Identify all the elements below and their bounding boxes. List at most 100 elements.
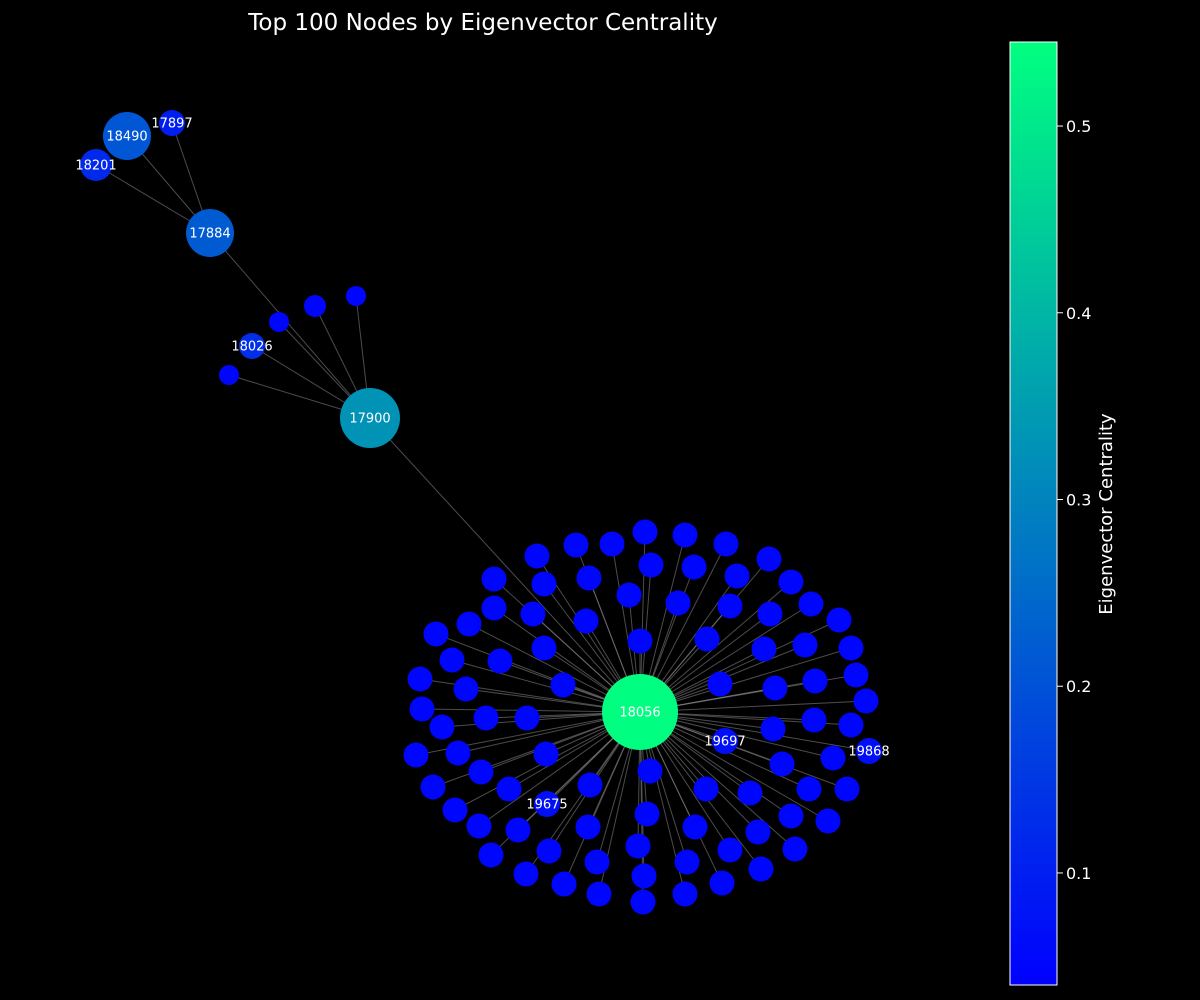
- node-minor: [481, 566, 507, 592]
- node-minor: [632, 519, 658, 545]
- node-label-17897: 17897: [151, 117, 192, 132]
- node-minor: [304, 295, 326, 317]
- label-layer: 18056 17900 17884 18490 17897 18201 18026 19697…: [75, 117, 889, 813]
- node-18201: [80, 149, 112, 181]
- node-minor: [577, 772, 603, 798]
- node-17900: [340, 388, 400, 448]
- node-18056: [602, 674, 678, 750]
- node-minor: [792, 632, 818, 658]
- node-minor: [717, 593, 743, 619]
- node-minor: [748, 856, 774, 882]
- node-minor: [586, 881, 612, 907]
- node-minor: [630, 889, 656, 915]
- node-minor: [760, 716, 786, 742]
- node-19868: [856, 738, 882, 764]
- colorbar-tick-label: 0.2: [1066, 677, 1091, 696]
- node-minor: [576, 565, 602, 591]
- node-minor: [757, 601, 783, 627]
- node-minor: [219, 365, 239, 385]
- node-minor: [524, 543, 550, 569]
- node-minor: [672, 522, 698, 548]
- node-minor: [665, 590, 691, 616]
- node-minor: [713, 531, 739, 557]
- node-minor: [563, 532, 589, 558]
- node-minor: [505, 817, 531, 843]
- node-minor: [550, 672, 576, 698]
- node-minor: [481, 595, 507, 621]
- node-minor: [694, 626, 720, 652]
- node-minor: [796, 776, 822, 802]
- edge-17900-18056: [369, 417, 641, 713]
- edge-18056-19868: [639, 711, 870, 752]
- colorbar: 0.1 0.2 0.3 0.4 0.5 Eigenvector Centrality: [1009, 41, 1117, 986]
- node-label-17900: 17900: [349, 412, 390, 427]
- node-minor: [473, 705, 499, 731]
- node-minor: [478, 842, 504, 868]
- colorbar-tick-label: 0.5: [1066, 117, 1091, 136]
- node-label-18201: 18201: [75, 159, 116, 174]
- node-minor: [513, 861, 539, 887]
- node-minor: [709, 870, 735, 896]
- node-minor: [798, 591, 824, 617]
- node-minor: [420, 774, 446, 800]
- node-minor: [269, 312, 289, 332]
- node-minor: [745, 819, 771, 845]
- node-minor: [456, 611, 482, 637]
- node-label-19697: 19697: [704, 735, 745, 750]
- node-minor: [724, 563, 750, 589]
- node-minor: [429, 714, 455, 740]
- node-minor: [442, 797, 468, 823]
- node-minor: [815, 808, 841, 834]
- node-label-18026: 18026: [231, 340, 272, 355]
- node-minor: [838, 635, 864, 661]
- node-minor: [531, 571, 557, 597]
- node-19697: [712, 728, 738, 754]
- node-minor: [531, 635, 557, 661]
- colorbar-tick-label: 0.1: [1066, 864, 1091, 883]
- node-minor: [769, 751, 795, 777]
- node-label-19675: 19675: [526, 798, 567, 813]
- node-minor: [514, 705, 540, 731]
- node-minor: [802, 668, 828, 694]
- node-minor: [762, 675, 788, 701]
- node-minor: [801, 707, 827, 733]
- node-minor: [778, 569, 804, 595]
- node-minor: [838, 712, 864, 738]
- node-minor: [843, 662, 869, 688]
- page-title: Top 100 Nodes by Eigenvector Centrality: [248, 10, 718, 36]
- node-17897: [159, 110, 185, 136]
- node-minor: [693, 776, 719, 802]
- node-minor: [625, 833, 651, 859]
- node-minor: [403, 742, 429, 768]
- node-minor: [672, 881, 698, 907]
- edge-17884-17900: [209, 232, 371, 419]
- colorbar-gradient: [1009, 41, 1058, 986]
- node-minor: [575, 814, 601, 840]
- node-label-18056: 18056: [619, 706, 660, 721]
- node-minor: [423, 621, 449, 647]
- node-minor: [737, 780, 763, 806]
- node-minor: [634, 801, 660, 827]
- colorbar-tick-label: 0.3: [1066, 490, 1091, 509]
- node-layer: [80, 110, 882, 915]
- node-minor: [445, 740, 471, 766]
- node-minor: [487, 648, 513, 674]
- node-minor: [717, 837, 743, 863]
- node-minor: [637, 758, 663, 784]
- node-minor: [631, 863, 657, 889]
- node-minor: [584, 849, 610, 875]
- node-19675: [534, 791, 560, 817]
- node-minor: [573, 608, 599, 634]
- node-minor: [520, 601, 546, 627]
- node-minor: [599, 531, 625, 557]
- node-minor: [778, 803, 804, 829]
- node-minor: [468, 759, 494, 785]
- node-minor: [453, 676, 479, 702]
- node-minor: [834, 776, 860, 802]
- colorbar-title: Eigenvector Centrality: [1096, 413, 1117, 615]
- node-minor: [346, 286, 366, 306]
- node-minor: [439, 647, 465, 673]
- node-minor: [674, 849, 700, 875]
- colorbar-ticks: 0.1 0.2 0.3 0.4 0.5: [1057, 117, 1091, 883]
